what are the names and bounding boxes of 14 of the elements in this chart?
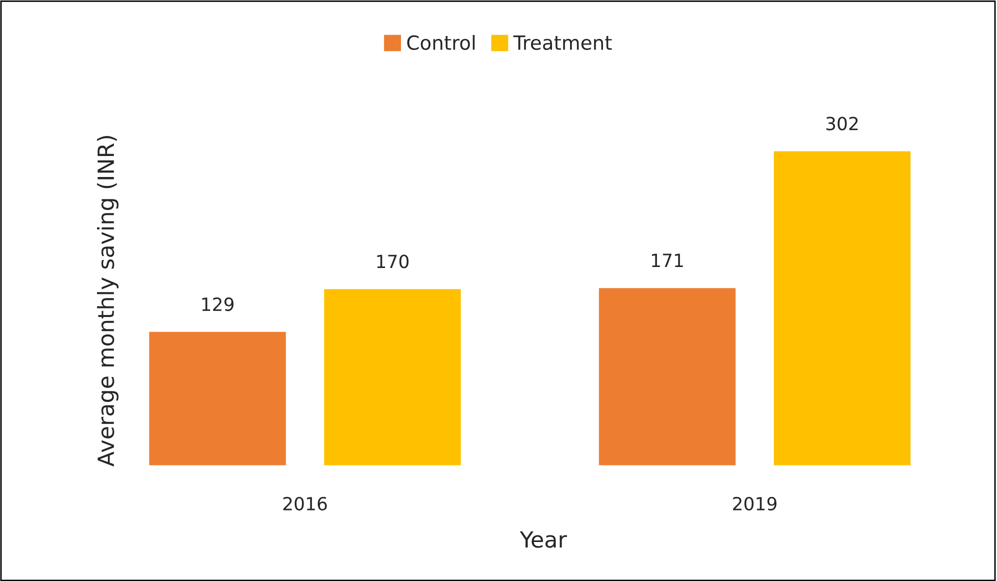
data-label: 302 [826, 116, 858, 130]
x-axis-title: Year [520, 531, 567, 548]
data-label: 170 [377, 254, 409, 268]
bar [148, 330, 288, 466]
data-label: 171 [652, 254, 683, 267]
legend-label: Control [407, 34, 475, 50]
x-tick-label: 2016 [283, 496, 327, 510]
bar [322, 288, 462, 466]
data-label: 129 [202, 297, 234, 312]
y-axis-title: Average monthly saving (INR) [96, 136, 118, 466]
legend-label: Treatment [513, 36, 612, 50]
bar [772, 150, 912, 466]
x-tick-label: 2019 [733, 496, 776, 510]
bar [598, 286, 737, 466]
